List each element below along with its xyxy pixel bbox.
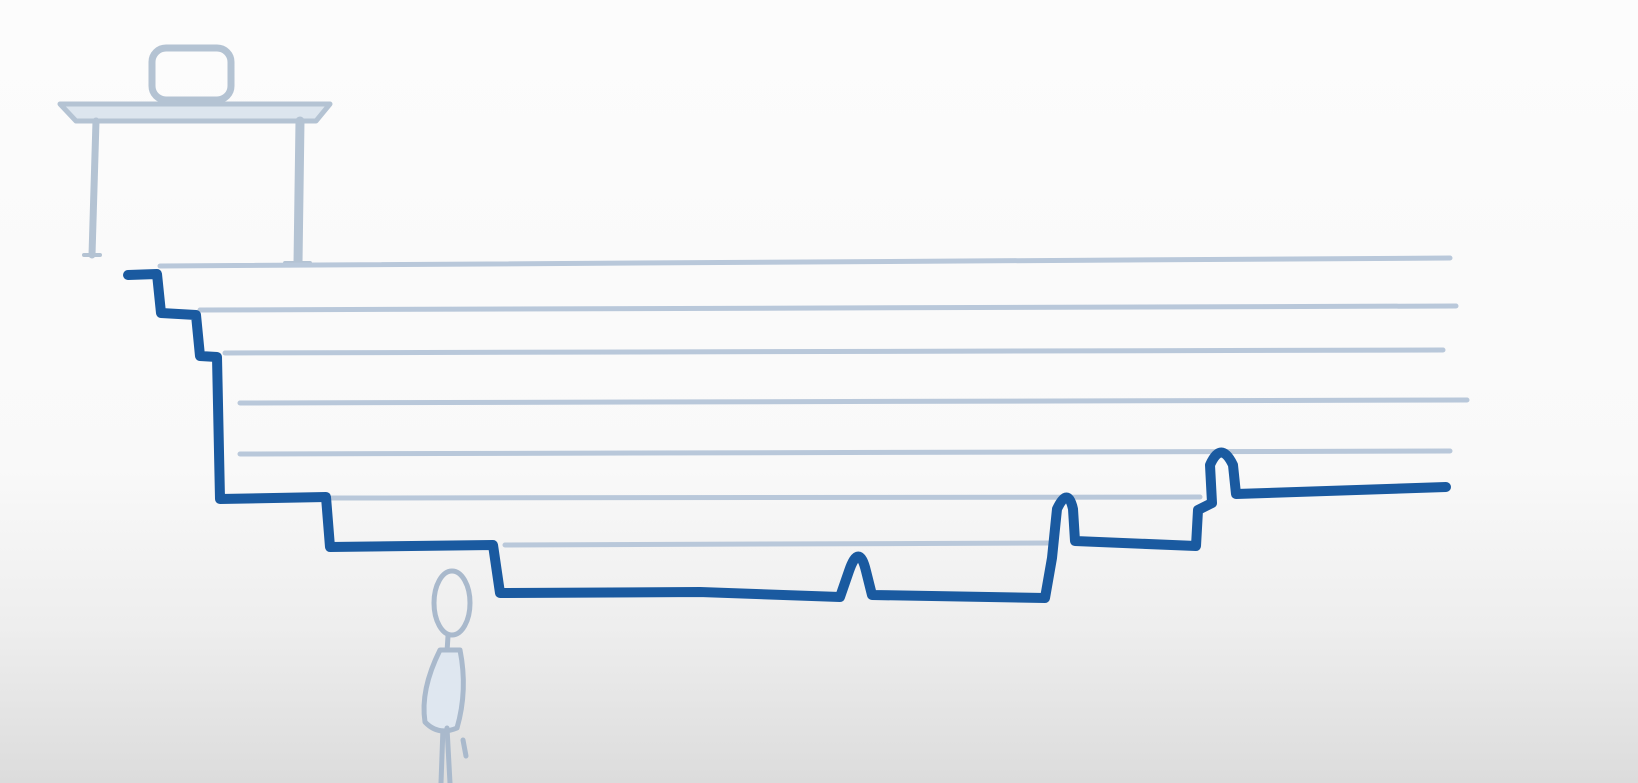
desk-leg-right: [293, 116, 305, 268]
desk-top: [57, 101, 333, 124]
stepped-path-line: [123, 269, 1451, 603]
stick-figure: [421, 568, 473, 783]
level-line-3: [222, 347, 1446, 356]
level-line-1: [157, 255, 1453, 269]
stick-figure-head: [431, 568, 473, 638]
level-lines: [157, 255, 1470, 548]
desk-with-box: [57, 44, 333, 268]
stick-figure-leg: [444, 725, 453, 783]
level-line-2: [197, 303, 1459, 313]
level-line-5: [237, 448, 1453, 457]
desk-leg-left: [88, 117, 100, 259]
stick-figure-torso: [421, 647, 466, 734]
level-line-7: [502, 540, 1053, 548]
stick-figure-hand: [460, 737, 469, 759]
level-line-4: [237, 397, 1470, 406]
level-line-6: [327, 494, 1203, 501]
box-on-desk: [148, 44, 235, 104]
